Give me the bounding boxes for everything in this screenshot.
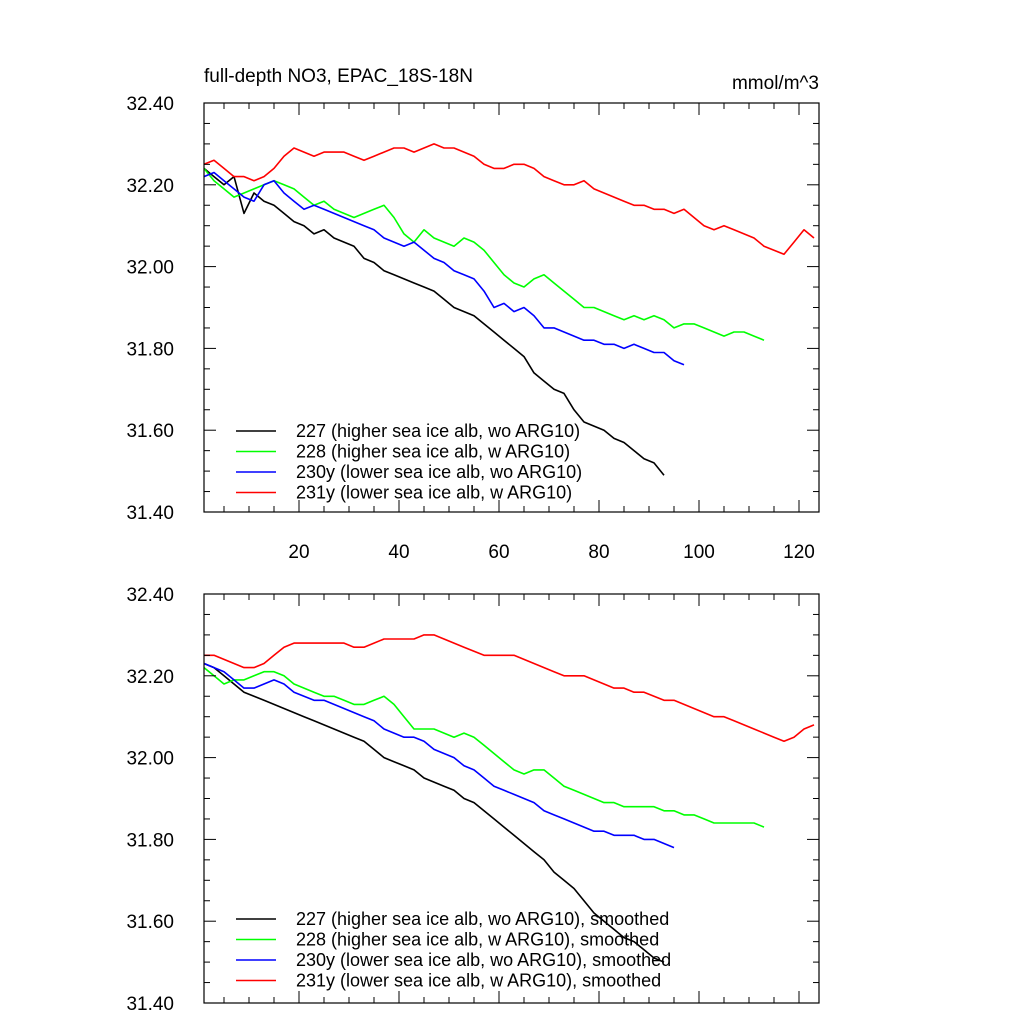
legend-label: 227 (higher sea ice alb, wo ARG10) [296, 421, 580, 441]
bottom-panel: 32.40 32.20 32.00 31.80 31.60 31.40 227 (highe… [126, 585, 820, 1015]
legend-label: 231y (lower sea ice alb, w ARG10), smoot… [296, 971, 661, 991]
series-line-228 [203, 167, 765, 341]
series-group [203, 143, 815, 476]
x-tick-label: 20 [288, 542, 309, 563]
series-line-230y [203, 171, 685, 366]
legend-label: 230y (lower sea ice alb, wo ARG10) [296, 462, 582, 482]
x-axis-ticks [223, 594, 800, 1003]
series-line-230y [203, 662, 675, 849]
series-line-228 [203, 666, 765, 828]
x-tick-label: 100 [683, 542, 715, 563]
units-label: mmol/m^3 [732, 73, 819, 94]
series-line-227 [203, 662, 665, 963]
y-tick-label: 32.40 [126, 585, 174, 606]
y-tick-label: 31.80 [126, 830, 174, 851]
series-line-227 [203, 167, 665, 476]
y-tick-label: 32.00 [126, 258, 174, 279]
legend-label: 228 (higher sea ice alb, w ARG10) [296, 442, 570, 462]
x-tick-label: 60 [488, 542, 509, 563]
y-axis-ticks [204, 102, 819, 513]
top-panel: full-depth NO3, EPAC_18S-18N mmol/m^3 32.4… [126, 66, 820, 563]
y-tick-label: 32.00 [126, 749, 174, 770]
y-tick-label: 32.40 [126, 94, 174, 115]
series-group [203, 634, 815, 963]
series-line-231y [204, 634, 815, 743]
chart-title: full-depth NO3, EPAC_18S-18N [204, 66, 473, 87]
x-tick-label: 40 [388, 542, 409, 563]
y-tick-label: 31.40 [126, 503, 174, 524]
y-tick-label: 32.20 [126, 176, 174, 197]
x-axis-ticks [223, 103, 800, 512]
y-axis-ticks [204, 593, 819, 1004]
y-tick-label: 31.80 [126, 339, 174, 360]
legend: 227 (higher sea ice alb, wo ARG10), smoo… [236, 909, 671, 991]
legend-label: 227 (higher sea ice alb, wo ARG10), smoo… [296, 909, 669, 929]
y-tick-label: 31.60 [126, 912, 174, 933]
y-tick-label: 32.20 [126, 667, 174, 688]
x-tick-label: 80 [588, 542, 609, 563]
series-line-231y [203, 143, 815, 256]
x-tick-label: 120 [783, 542, 815, 563]
legend-label: 231y (lower sea ice alb, w ARG10) [296, 483, 572, 503]
legend-label: 228 (higher sea ice alb, w ARG10), smoot… [296, 930, 659, 950]
legend: 227 (higher sea ice alb, wo ARG10)228 (h… [236, 421, 582, 503]
legend-label: 230y (lower sea ice alb, wo ARG10), smoo… [296, 950, 671, 970]
y-tick-label: 31.40 [126, 994, 174, 1015]
y-tick-label: 31.60 [126, 421, 174, 442]
